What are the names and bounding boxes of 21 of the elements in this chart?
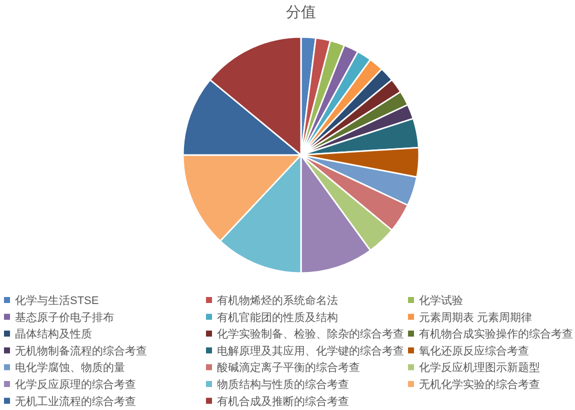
legend-label: 有机合成及推断的综合考查 — [217, 394, 349, 408]
legend-label: 酸碱滴定离子平衡的综合考查 — [217, 361, 360, 374]
legend-label: 化学试验 — [419, 294, 463, 307]
legend-label: 物质结构与性质的综合考查 — [217, 378, 349, 391]
legend-label: 晶体结构及性质 — [15, 328, 92, 341]
legend-label: 化学与生活STSE — [15, 294, 99, 307]
legend-label: 有机物烯烃的系统命名法 — [217, 294, 338, 307]
legend-label: 有机物合成实验操作的综合考查 — [419, 328, 573, 341]
legend-label: 有机官能团的性质及结构 — [217, 310, 338, 324]
legend-label: 基态原子价电子排布 — [15, 310, 114, 324]
legend-label: 化学实验制备、检验、除杂的综合考查 — [217, 328, 404, 341]
legend-label: 无机工业流程的综合考查 — [15, 394, 136, 408]
legend-label: 电解原理及其应用、化学键的综合考查 — [217, 344, 404, 358]
legend-label: 化学反应机理图示新题型 — [419, 361, 540, 374]
legend-label: 元素周期表 元素周期律 — [419, 310, 532, 324]
legend-label: 化学反应原理的综合考查 — [15, 378, 136, 391]
legend-label: 氧化还原反应综合考查 — [419, 344, 529, 358]
legend-label: 无机化学实验的综合考查 — [419, 378, 540, 391]
title: 分值 — [286, 4, 316, 21]
legend-label: 无机物制备流程的综合考查 — [15, 344, 147, 358]
legend-label: 电化学腐蚀、物质的量 — [15, 361, 125, 374]
